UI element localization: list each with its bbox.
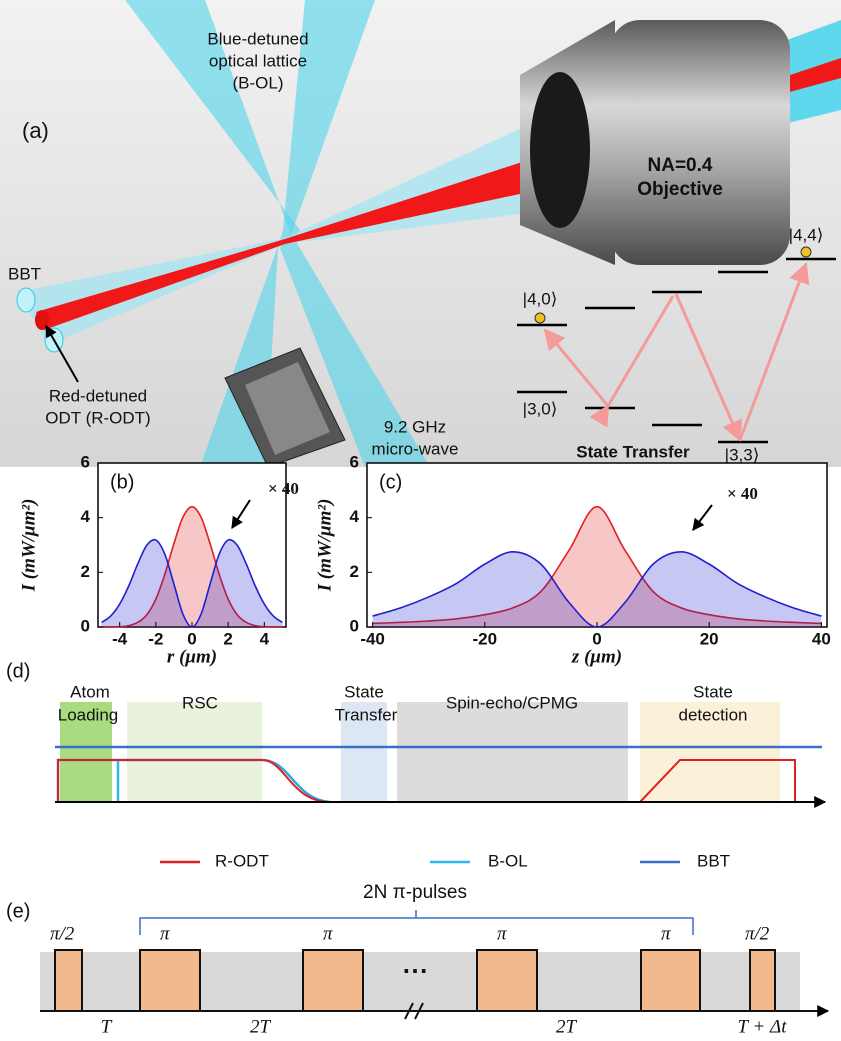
state: |4,4⟩ bbox=[789, 225, 824, 244]
label: Blue-detuned bbox=[207, 29, 308, 48]
stage: Loading bbox=[58, 705, 119, 724]
ellipsis: ⋯ bbox=[402, 955, 428, 985]
panel-label: (c) bbox=[379, 471, 402, 493]
pulse-label: π/2 bbox=[50, 923, 75, 944]
y-tick-label: 4 bbox=[350, 507, 360, 526]
annotation: × 40 bbox=[268, 479, 299, 498]
annotation: × 40 bbox=[727, 484, 758, 503]
pulse-label: π bbox=[323, 923, 333, 944]
x-tick-label: 2 bbox=[223, 629, 232, 648]
y-tick-label: 4 bbox=[81, 507, 91, 526]
y-axis-label: I (mW/μm²) bbox=[314, 499, 335, 593]
objective-lens bbox=[530, 72, 590, 228]
panel-d: (d) Atom Loading RSC State Transfer Spin… bbox=[6, 660, 825, 870]
y-tick-label: 2 bbox=[81, 562, 90, 581]
label: ODT (R-ODT) bbox=[45, 408, 150, 427]
label: BBT bbox=[8, 264, 41, 283]
stage: State bbox=[693, 682, 733, 701]
stage: Transfer bbox=[335, 705, 398, 724]
y-tick-label: 2 bbox=[350, 562, 359, 581]
interval: 2T bbox=[556, 1016, 578, 1037]
interval: T + Δt bbox=[738, 1016, 788, 1037]
panel-label: (b) bbox=[110, 471, 134, 493]
interval: T bbox=[101, 1016, 113, 1037]
interval: 2T bbox=[250, 1016, 272, 1037]
pulse-label: π/2 bbox=[745, 923, 770, 944]
y-tick-label: 6 bbox=[81, 452, 90, 471]
legend-label: R-ODT bbox=[215, 851, 269, 870]
atom bbox=[801, 247, 811, 257]
x-axis-label: z (μm) bbox=[571, 646, 622, 667]
y-tick-label: 6 bbox=[350, 452, 359, 471]
label: Red-detuned bbox=[49, 386, 147, 405]
panel-label: (a) bbox=[22, 118, 49, 143]
label: (B-OL) bbox=[233, 73, 284, 92]
y-tick-label: 0 bbox=[81, 616, 90, 635]
label: NA=0.4 bbox=[648, 155, 713, 176]
x-tick-label: -2 bbox=[148, 629, 163, 648]
bracket-label: 2N π-pulses bbox=[363, 882, 467, 903]
panel-a: (a) Blue-detuned optical lattice (B-OL) … bbox=[0, 0, 841, 467]
legend-label: BBT bbox=[697, 851, 730, 870]
x-tick-label: 4 bbox=[260, 629, 270, 648]
x-axis-label: r (μm) bbox=[167, 646, 217, 667]
atom bbox=[535, 313, 545, 323]
y-axis-label: I (mW/μm²) bbox=[18, 499, 39, 593]
state: |3,0⟩ bbox=[523, 399, 558, 418]
pulse-label: π bbox=[160, 923, 170, 944]
stage: Atom bbox=[70, 682, 110, 701]
stage-block bbox=[397, 702, 628, 802]
legend-label: B-OL bbox=[488, 851, 528, 870]
y-tick-label: 0 bbox=[350, 616, 359, 635]
x-tick-label: -20 bbox=[473, 629, 498, 648]
label: 9.2 GHz bbox=[384, 417, 446, 436]
label: optical lattice bbox=[209, 51, 307, 70]
label: Objective bbox=[637, 179, 723, 200]
stage: State bbox=[344, 682, 384, 701]
label: State Transfer bbox=[576, 442, 690, 461]
x-tick-label: -4 bbox=[112, 629, 128, 648]
stage: Spin-echo/CPMG bbox=[446, 693, 578, 712]
x-tick-label: -40 bbox=[360, 629, 385, 648]
label: micro-wave bbox=[372, 439, 459, 458]
stage-block bbox=[127, 702, 262, 802]
stage: detection bbox=[679, 705, 748, 724]
pulse-label: π bbox=[497, 923, 507, 944]
bracket bbox=[140, 910, 693, 935]
figure: (a) Blue-detuned optical lattice (B-OL) … bbox=[0, 0, 841, 1041]
fiber bbox=[17, 288, 35, 312]
panel-e: (e) 2N π-pulses π/2 π π π π π/2 ⋯ T 2T 2… bbox=[6, 882, 828, 1037]
stage: RSC bbox=[182, 693, 218, 712]
x-tick-label: 40 bbox=[812, 629, 831, 648]
objective bbox=[610, 20, 790, 265]
pulse-label: π bbox=[661, 923, 671, 944]
x-tick-label: 20 bbox=[700, 629, 719, 648]
state: |4,0⟩ bbox=[523, 289, 558, 308]
panel-label: (d) bbox=[6, 660, 30, 682]
state: |3,3⟩ bbox=[725, 445, 760, 464]
panel-label: (e) bbox=[6, 900, 30, 922]
